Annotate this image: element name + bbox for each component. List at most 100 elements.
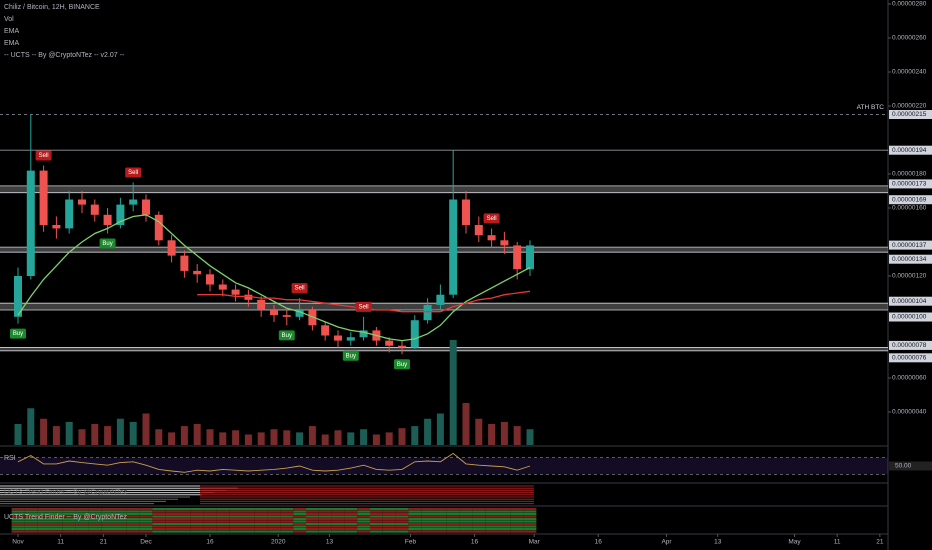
- signal-box: [125, 167, 142, 178]
- ucts-cell: [126, 510, 140, 513]
- ucts-cell: [75, 515, 89, 518]
- ucts-cell: [62, 528, 76, 531]
- ucts-cell: [305, 518, 319, 521]
- ucts-cell: [254, 525, 268, 528]
- volume-bar: [308, 426, 316, 445]
- ucts-cell: [165, 530, 178, 533]
- ucts-cell: [357, 510, 370, 513]
- ucts-cell: [395, 520, 409, 523]
- candle-body: [308, 310, 317, 326]
- ucts-cell: [331, 528, 345, 531]
- zone: [0, 247, 888, 253]
- volume-bar: [91, 424, 99, 445]
- ucts-cell: [75, 513, 89, 516]
- signal-label: Buy: [102, 241, 112, 247]
- ucts-cell: [139, 523, 153, 526]
- ucts-cell: [485, 530, 498, 533]
- ucts-cell: [75, 508, 89, 511]
- candle-body: [129, 199, 138, 205]
- ucts-cell: [62, 518, 76, 521]
- ucts-cell: [369, 523, 383, 526]
- ucts-cell: [190, 513, 204, 516]
- ucts-cell: [126, 525, 140, 528]
- volume-bar: [142, 413, 150, 445]
- ucts-cell: [88, 515, 102, 518]
- axes: 0.00000280 0.00000260 0.00000240 0.00000220…: [12, 1, 932, 546]
- ucts-cell: [177, 523, 191, 526]
- ucts-cell: [177, 513, 191, 516]
- ucts-cell: [280, 528, 294, 531]
- ucts-cell: [177, 518, 191, 521]
- ucts-cell: [446, 525, 460, 528]
- ucts-cell: [229, 530, 242, 533]
- ucts-cell: [472, 518, 486, 521]
- ucts-cell: [497, 508, 511, 511]
- x-tick-label: 11: [57, 539, 64, 546]
- ucts-cell: [421, 508, 434, 511]
- rsi-value-label: 50.00: [895, 463, 912, 470]
- ucts-cell: [49, 525, 63, 528]
- ucts-cell: [408, 515, 422, 518]
- y-tick-label: 0.00000180: [892, 171, 927, 178]
- signal-box: [278, 330, 295, 341]
- ucts-cell: [101, 525, 114, 528]
- ucts-cell: [75, 518, 89, 521]
- signal-label: Buy: [282, 333, 292, 339]
- ucts-cell: [101, 510, 114, 513]
- ucts-cell: [177, 528, 191, 531]
- ucts-cell: [165, 513, 178, 516]
- ucts-cell: [254, 530, 268, 533]
- ucts-cell: [216, 530, 230, 533]
- ucts-cell: [357, 528, 370, 531]
- candle-body: [167, 240, 176, 256]
- ucts-cell: [280, 510, 294, 513]
- ucts-cell: [126, 523, 140, 526]
- ucts-cell: [101, 515, 114, 518]
- ucts-cell: [472, 523, 486, 526]
- ucts-cell: [344, 510, 358, 513]
- ucts-cell: [152, 510, 166, 513]
- ucts-cell: [523, 508, 537, 511]
- volume-bar: [526, 429, 534, 445]
- ucts-cell: [49, 523, 63, 526]
- x-tick-label: May: [788, 539, 801, 546]
- zone: [0, 347, 888, 351]
- ucts-cell: [152, 528, 166, 531]
- x-tick-label: 13: [714, 539, 722, 546]
- x-tick-label: Mar: [529, 539, 541, 546]
- candle-body: [193, 270, 202, 275]
- legend-entry: EMA: [4, 40, 20, 47]
- ucts-cell: [254, 518, 268, 521]
- ucts-cell: [190, 518, 204, 521]
- level-label: 0.00000194: [892, 147, 927, 154]
- ucts-cell: [472, 528, 486, 531]
- ucts-cell: [344, 523, 358, 526]
- ucts-cell: [139, 520, 153, 523]
- candle-body: [346, 337, 355, 341]
- ucts-cell: [229, 525, 242, 528]
- rsi-line: [17, 452, 531, 473]
- signal-box: [483, 213, 500, 224]
- ucts-cell: [62, 515, 76, 518]
- candle-body: [321, 325, 330, 336]
- x-tick-label: Apr: [661, 539, 672, 546]
- ucts-cell: [510, 513, 524, 516]
- ucts-cell: [37, 513, 50, 516]
- candle-body: [461, 199, 470, 226]
- volume-bar: [27, 408, 35, 445]
- x-tick-label: 16: [471, 539, 479, 546]
- ucts-cell: [497, 525, 511, 528]
- ucts-cell: [421, 528, 434, 531]
- signal-label: Sell: [487, 216, 497, 222]
- ucts-cell: [190, 508, 204, 511]
- ucts-cell: [11, 525, 25, 528]
- ucts-cell: [408, 508, 422, 511]
- level-note: ATH BTC: [857, 104, 885, 111]
- ucts-cell: [11, 523, 25, 526]
- ucts-cell: [190, 530, 204, 533]
- rsi-value-box: [889, 461, 932, 471]
- candle-body: [449, 199, 458, 295]
- x-tick-label: Dec: [140, 539, 152, 546]
- ucts-cell: [241, 510, 255, 513]
- price: Buy Sell Buy Sell Buy Sell Buy Sell Buy Sell: [9, 114, 534, 370]
